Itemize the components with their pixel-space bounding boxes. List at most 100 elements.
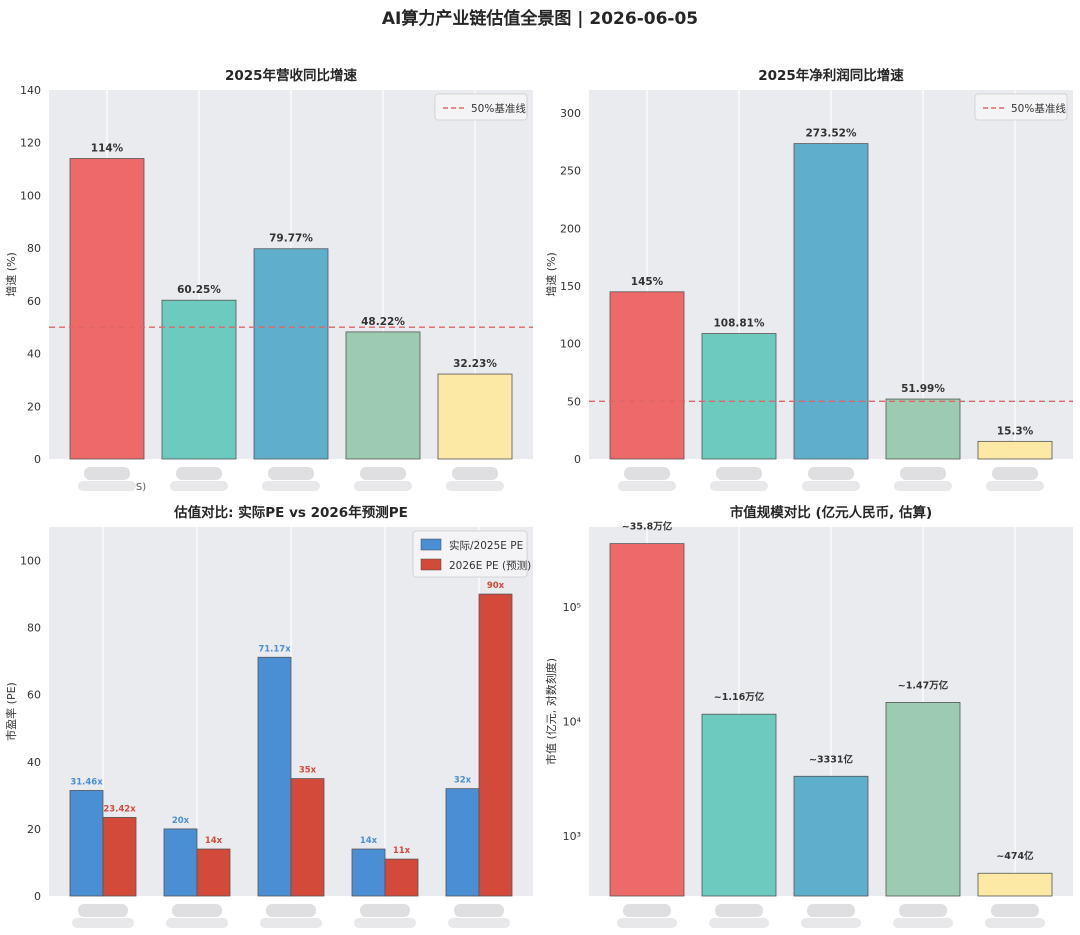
legend-label: 50%基准线 xyxy=(1011,102,1066,115)
legend-label: 2026E PE (预测) xyxy=(449,559,531,572)
bar-value-label: 90x xyxy=(487,581,505,591)
legend: 实际/2025E PE 2026E PE (预测) xyxy=(412,530,531,578)
y-tick-label: 50 xyxy=(567,395,581,408)
y-tick-label: 60 xyxy=(27,689,41,702)
category-label-redacted xyxy=(360,904,410,917)
legend-label: 50%基准线 xyxy=(471,102,526,115)
bar xyxy=(102,817,137,897)
category-label-redacted xyxy=(176,467,222,480)
bar-value-label: 273.52% xyxy=(805,128,857,140)
y-tick-label: 20 xyxy=(27,823,41,836)
bar xyxy=(69,158,145,460)
bar-value-label: 35x xyxy=(299,766,317,776)
bar xyxy=(445,788,480,897)
bar xyxy=(351,848,386,897)
y-tick-label: 0 xyxy=(34,890,41,903)
legend-box xyxy=(434,93,528,121)
bar xyxy=(701,333,777,460)
bar xyxy=(69,790,104,897)
bar xyxy=(977,440,1053,460)
category-label-redacted xyxy=(360,467,406,480)
y-axis-label: 市值 (亿元, 对数刻度) xyxy=(544,658,558,765)
bar-value-label: 48.22% xyxy=(361,316,405,328)
chart-title: 估值对比: 实际PE vs 2026年预测PE xyxy=(173,504,408,521)
chart-panel-4: 市值规模对比 (亿元人民币, 估算) 市值 (亿元, 对数刻度) 10³ 10⁴ 10⁵… xyxy=(544,504,1073,928)
y-tick-label: 0 xyxy=(34,453,41,466)
y-tick-label: 100 xyxy=(20,189,41,202)
category-label-redacted xyxy=(986,481,1044,491)
bar xyxy=(437,373,513,460)
bar xyxy=(793,143,869,460)
category-label-redacted xyxy=(172,904,222,917)
bar xyxy=(196,848,231,897)
y-axis-label: 增速 (%) xyxy=(544,252,558,297)
y-tick-label: 300 xyxy=(560,107,581,120)
y-tick-label: 200 xyxy=(560,222,581,235)
y-tick-label: 10⁵ xyxy=(563,601,581,614)
category-label-redacted xyxy=(617,918,677,928)
category-label-redacted xyxy=(900,467,946,480)
category-label-redacted xyxy=(709,918,769,928)
y-tick-label: 250 xyxy=(560,165,581,178)
bar-value-label: 114% xyxy=(91,143,124,155)
bar-value-label: 60.25% xyxy=(177,284,221,296)
category-label-redacted xyxy=(72,918,134,928)
bar-value-label: ~1.16万亿 xyxy=(714,691,765,703)
y-tick-label: 80 xyxy=(27,242,41,255)
bar xyxy=(609,291,685,460)
bar xyxy=(977,872,1053,897)
category-label-redacted xyxy=(262,481,320,491)
bar xyxy=(701,713,777,897)
category-label-redacted xyxy=(166,918,228,928)
bar-value-label: 51.99% xyxy=(901,383,945,395)
y-tick-label: 10⁴ xyxy=(563,716,582,729)
bar xyxy=(257,656,292,897)
category-label-redacted xyxy=(170,481,228,491)
legend: 50%基准线 xyxy=(974,93,1068,121)
category-label-redacted xyxy=(893,918,953,928)
y-tick-label: 40 xyxy=(27,348,41,361)
bar-value-label: ~35.8万亿 xyxy=(622,521,673,533)
category-label-redacted xyxy=(985,918,1045,928)
category-label-redacted xyxy=(715,904,763,917)
category-label-redacted xyxy=(802,481,860,491)
category-label-redacted xyxy=(266,904,316,917)
y-tick-label: 0 xyxy=(574,453,581,466)
bar xyxy=(609,543,685,897)
bar-value-label: 14x xyxy=(360,836,378,846)
chart-panel-3: 估值对比: 实际PE vs 2026年预测PE 市盈率 (PE) 0 20 40 60 80… xyxy=(4,504,533,928)
bar xyxy=(793,775,869,897)
y-tick-label: 100 xyxy=(20,555,41,568)
category-label-redacted xyxy=(992,467,1038,480)
bar-value-label: ~1.47万亿 xyxy=(898,679,949,691)
bar xyxy=(384,858,419,897)
bar-value-label: 145% xyxy=(631,276,664,288)
bar-value-label: 11x xyxy=(393,846,411,856)
bar-value-label: 32x xyxy=(454,776,472,786)
category-label-redacted xyxy=(260,918,322,928)
y-tick-label: 100 xyxy=(560,338,581,351)
bar xyxy=(253,248,329,460)
category-label-redacted xyxy=(452,467,498,480)
category-label-redacted xyxy=(716,467,762,480)
category-label-redacted xyxy=(446,481,504,491)
y-tick-label: 80 xyxy=(27,622,41,635)
bar-value-label: 108.81% xyxy=(713,318,765,330)
legend-box xyxy=(412,530,528,578)
category-label-redacted xyxy=(801,918,861,928)
legend-box xyxy=(974,93,1068,121)
category-label-redacted xyxy=(899,904,947,917)
category-label: S) xyxy=(136,482,146,493)
bar-value-label: 20x xyxy=(172,816,190,826)
bar-value-label: 71.17x xyxy=(258,644,291,654)
y-tick-label: 120 xyxy=(20,137,41,150)
y-tick-label: 140 xyxy=(20,84,41,97)
category-label-redacted xyxy=(354,918,416,928)
bar xyxy=(478,593,513,897)
bar-value-label: 15.3% xyxy=(997,425,1034,437)
y-tick-label: 150 xyxy=(560,280,581,293)
legend: 50%基准线 xyxy=(434,93,528,121)
bar-value-label: 23.42x xyxy=(103,804,136,814)
bar xyxy=(885,702,961,897)
